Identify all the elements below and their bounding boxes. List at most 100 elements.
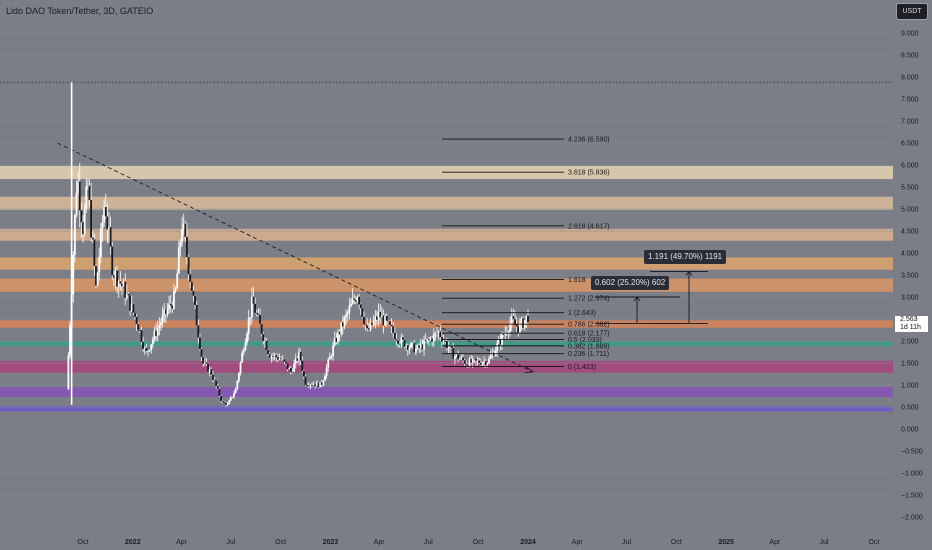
candle-body — [98, 257, 101, 273]
candle-body — [467, 364, 469, 367]
candle-body — [423, 339, 425, 350]
price-zone — [0, 228, 893, 241]
descending-trendline[interactable] — [57, 142, 535, 374]
time-tick-label: Apr — [374, 539, 386, 546]
price-tick-label: 0.500 — [901, 405, 919, 412]
candle-body — [317, 382, 320, 388]
fib-level-label: 0.5 (2.033) — [568, 337, 602, 344]
price-zone — [0, 196, 893, 210]
candle-body — [419, 344, 422, 349]
candle-body — [270, 355, 273, 358]
candle-body — [278, 358, 281, 360]
candle-body — [289, 368, 292, 372]
candle-body — [413, 342, 416, 353]
candle-body — [249, 317, 252, 319]
candle-body — [525, 315, 528, 321]
candle-body — [132, 303, 135, 313]
price-axis[interactable]: −2.000 −1.500 −1.000 −0.500 0.000 0.500 1.000 1… — [901, 9, 923, 522]
candle-body — [148, 350, 151, 351]
candle-body — [363, 316, 365, 325]
candle-body — [160, 322, 162, 326]
candle-body — [145, 347, 148, 352]
candle-body — [411, 342, 414, 344]
time-axis[interactable]: Oct 2022 Apr Jul Oct 2023 Apr Jul Oct 2024 Apr Jul O… — [78, 539, 880, 546]
candle-body — [320, 382, 323, 385]
candle-body — [377, 311, 380, 320]
candle-body — [246, 333, 248, 343]
candle-body — [174, 288, 177, 292]
candle-body — [255, 312, 258, 314]
candle-body — [454, 355, 456, 359]
candle-body — [410, 342, 412, 348]
candle-body — [432, 334, 435, 342]
candle-body — [476, 360, 479, 362]
currency-button[interactable]: USDT — [896, 3, 928, 20]
candle-body — [234, 388, 237, 394]
candle-body — [504, 332, 507, 336]
fibonacci-extension[interactable]: 0 (1.423) 0.236 (1.711)0.382 (1.889)0.5 (… — [442, 137, 610, 371]
candle-body — [291, 371, 294, 373]
fib-level-label: 0.382 (1.889) — [568, 343, 610, 350]
candle-body — [262, 334, 265, 341]
candle-body — [507, 331, 510, 334]
candle-body — [195, 304, 198, 326]
candle-body — [99, 228, 102, 258]
candle-body — [324, 375, 326, 381]
candle-body — [202, 356, 205, 364]
candle-body — [492, 353, 495, 356]
fib-level-label: 1 (2.643) — [568, 310, 596, 317]
candle-body — [194, 295, 196, 305]
candle-body — [78, 181, 81, 211]
candle-body — [200, 349, 203, 357]
candle-body — [117, 281, 120, 287]
candle-body — [338, 331, 341, 335]
candle-body — [272, 355, 274, 357]
candle-body — [205, 362, 208, 364]
candle-body — [260, 323, 263, 335]
candle-body — [231, 396, 234, 398]
candle-body — [358, 296, 360, 305]
candle-body — [457, 354, 460, 360]
measurement-label: 0.602 (25.20%) 602 — [591, 276, 670, 290]
candle-body — [390, 324, 393, 327]
candle-body — [359, 304, 362, 309]
candle-body — [75, 192, 78, 216]
candlestick-series — [67, 82, 529, 407]
candle-body — [293, 363, 296, 373]
candle-body — [309, 384, 312, 387]
candle-body — [418, 345, 421, 349]
candle-body — [437, 331, 440, 334]
price-tick-label: 6.000 — [901, 163, 919, 170]
candle-body — [400, 337, 403, 345]
candle-body — [332, 345, 335, 357]
price-tick-label: −1.500 — [901, 493, 923, 500]
candle-body — [127, 293, 130, 296]
candle-body — [207, 363, 209, 372]
candle-body — [449, 345, 451, 348]
candle-body — [348, 306, 351, 313]
time-tick-label: Apr — [572, 539, 584, 546]
price-range-measurements[interactable] — [595, 270, 708, 324]
price-tick-label: 3.000 — [901, 295, 919, 302]
candle-body — [239, 362, 242, 374]
candle-body — [85, 186, 88, 209]
trendline — [57, 142, 534, 373]
candle-body — [376, 316, 378, 320]
candle-body — [441, 337, 443, 342]
candle-body — [106, 216, 109, 230]
candle-body — [190, 281, 193, 292]
candle-body — [259, 314, 261, 324]
candle-body — [389, 321, 391, 325]
candle-body — [340, 322, 343, 335]
candle-body — [337, 331, 339, 343]
time-tick-label: Jul — [820, 539, 829, 546]
candle-body — [424, 339, 427, 342]
time-tick-label: Oct — [275, 539, 286, 546]
candle-body — [405, 345, 408, 348]
price-tick-label: 5.000 — [901, 207, 919, 214]
candle-body — [86, 185, 89, 187]
time-tick-label: Oct — [78, 539, 89, 546]
candle-body — [252, 296, 255, 304]
price-tick-label: 5.500 — [901, 185, 919, 192]
